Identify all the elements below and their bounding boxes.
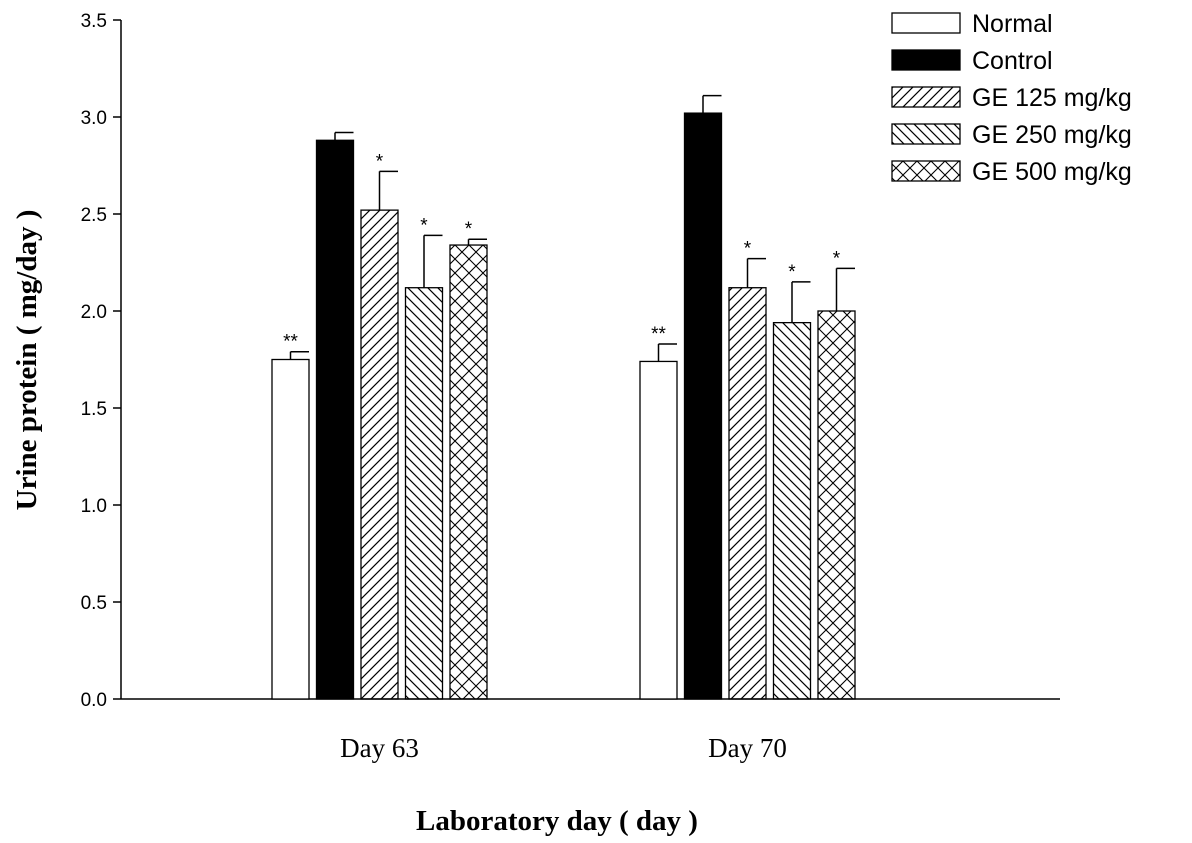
y-axis-title: Urine protein ( mg/day ) <box>11 210 43 511</box>
y-tick-label: 1.0 <box>81 496 107 517</box>
bar <box>772 321 812 700</box>
legend-label: Control <box>972 47 1053 75</box>
bar <box>271 358 310 700</box>
significance-marker: * <box>420 215 428 236</box>
significance-marker: * <box>465 219 473 240</box>
bar <box>449 244 488 700</box>
bar <box>360 209 399 700</box>
significance-marker: * <box>788 262 796 283</box>
legend-label: GE 250 mg/kg <box>972 121 1132 149</box>
bar <box>639 360 678 700</box>
y-tick-label: 0.0 <box>81 690 107 711</box>
x-category-label: Day 70 <box>708 733 787 763</box>
bar <box>404 287 444 700</box>
legend-label: GE 125 mg/kg <box>972 84 1132 112</box>
legend-label: GE 500 mg/kg <box>972 158 1132 186</box>
legend-label: Normal <box>972 10 1053 38</box>
plot-area: 0.00.51.01.52.02.53.03.5**** *Day 63*****… <box>81 11 1060 763</box>
x-category-label: Day 63 <box>340 733 419 763</box>
y-tick-label: 1.5 <box>81 399 107 420</box>
significance-marker: ** <box>283 332 298 353</box>
y-tick-label: 3.5 <box>81 11 107 32</box>
bar <box>683 112 723 700</box>
significance-marker: ** <box>651 324 666 345</box>
y-tick-label: 0.5 <box>81 593 107 614</box>
legend-swatch <box>891 12 961 34</box>
significance-marker: * <box>744 239 752 260</box>
x-axis-title: Laboratory day ( day ) <box>416 805 698 837</box>
bar <box>728 287 767 700</box>
bar <box>817 310 856 700</box>
bar <box>315 139 355 700</box>
legend-swatch <box>891 49 961 71</box>
legend-swatch <box>891 160 961 182</box>
legend-swatch <box>891 123 961 145</box>
y-tick-label: 2.5 <box>81 205 107 226</box>
legend: Normal Control GE 125 mg/kg GE 250 mg/kg GE … <box>891 10 1132 186</box>
significance-marker: * <box>376 151 384 172</box>
y-tick-label: 3.0 <box>81 108 107 129</box>
y-tick-label: 2.0 <box>81 302 107 323</box>
legend-swatch <box>891 86 961 108</box>
significance-marker: * <box>833 248 841 269</box>
